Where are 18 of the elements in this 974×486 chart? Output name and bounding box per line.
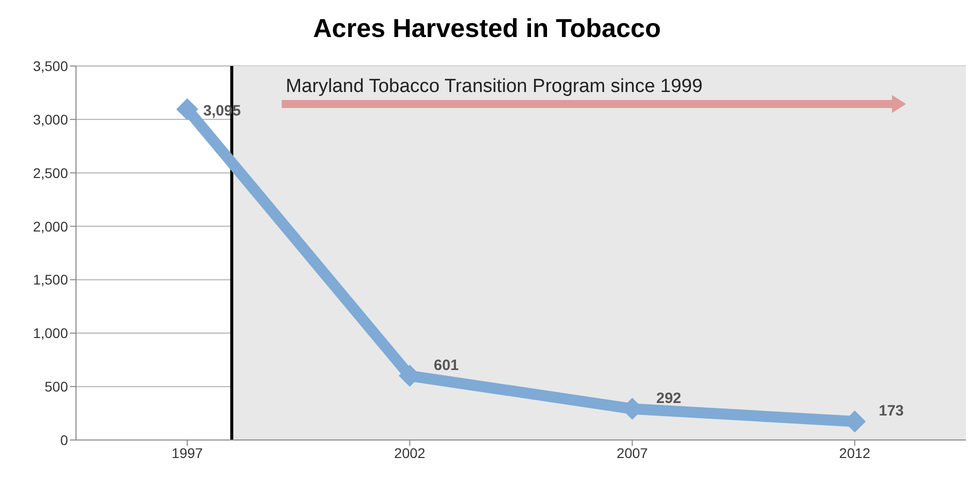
y-tick-label: 1,000 — [32, 325, 68, 342]
y-tick-label: 500 — [44, 378, 68, 395]
y-tick-label: 0 — [60, 432, 68, 448]
band-label: Maryland Tobacco Transition Program since 1999 — [286, 76, 703, 97]
x-tick-label: 1997 — [172, 444, 204, 461]
x-tick-label: 2002 — [394, 444, 426, 461]
y-tick-label: 3,500 — [32, 58, 68, 74]
y-tick-label: 2,500 — [32, 164, 68, 181]
y-tick-label: 2,000 — [32, 218, 68, 234]
point — [176, 98, 198, 120]
y-tick-label: 1,500 — [32, 272, 68, 288]
data-label: 292 — [656, 390, 682, 407]
data-label: 601 — [434, 356, 459, 374]
y-tick-label: 3,000 — [32, 111, 68, 128]
x-tick-label: 2012 — [839, 444, 871, 461]
chart-title: Acres Harvested in Tobacco — [312, 12, 662, 45]
x-tick-label: 2007 — [616, 444, 648, 461]
data-label: 173 — [878, 402, 904, 420]
